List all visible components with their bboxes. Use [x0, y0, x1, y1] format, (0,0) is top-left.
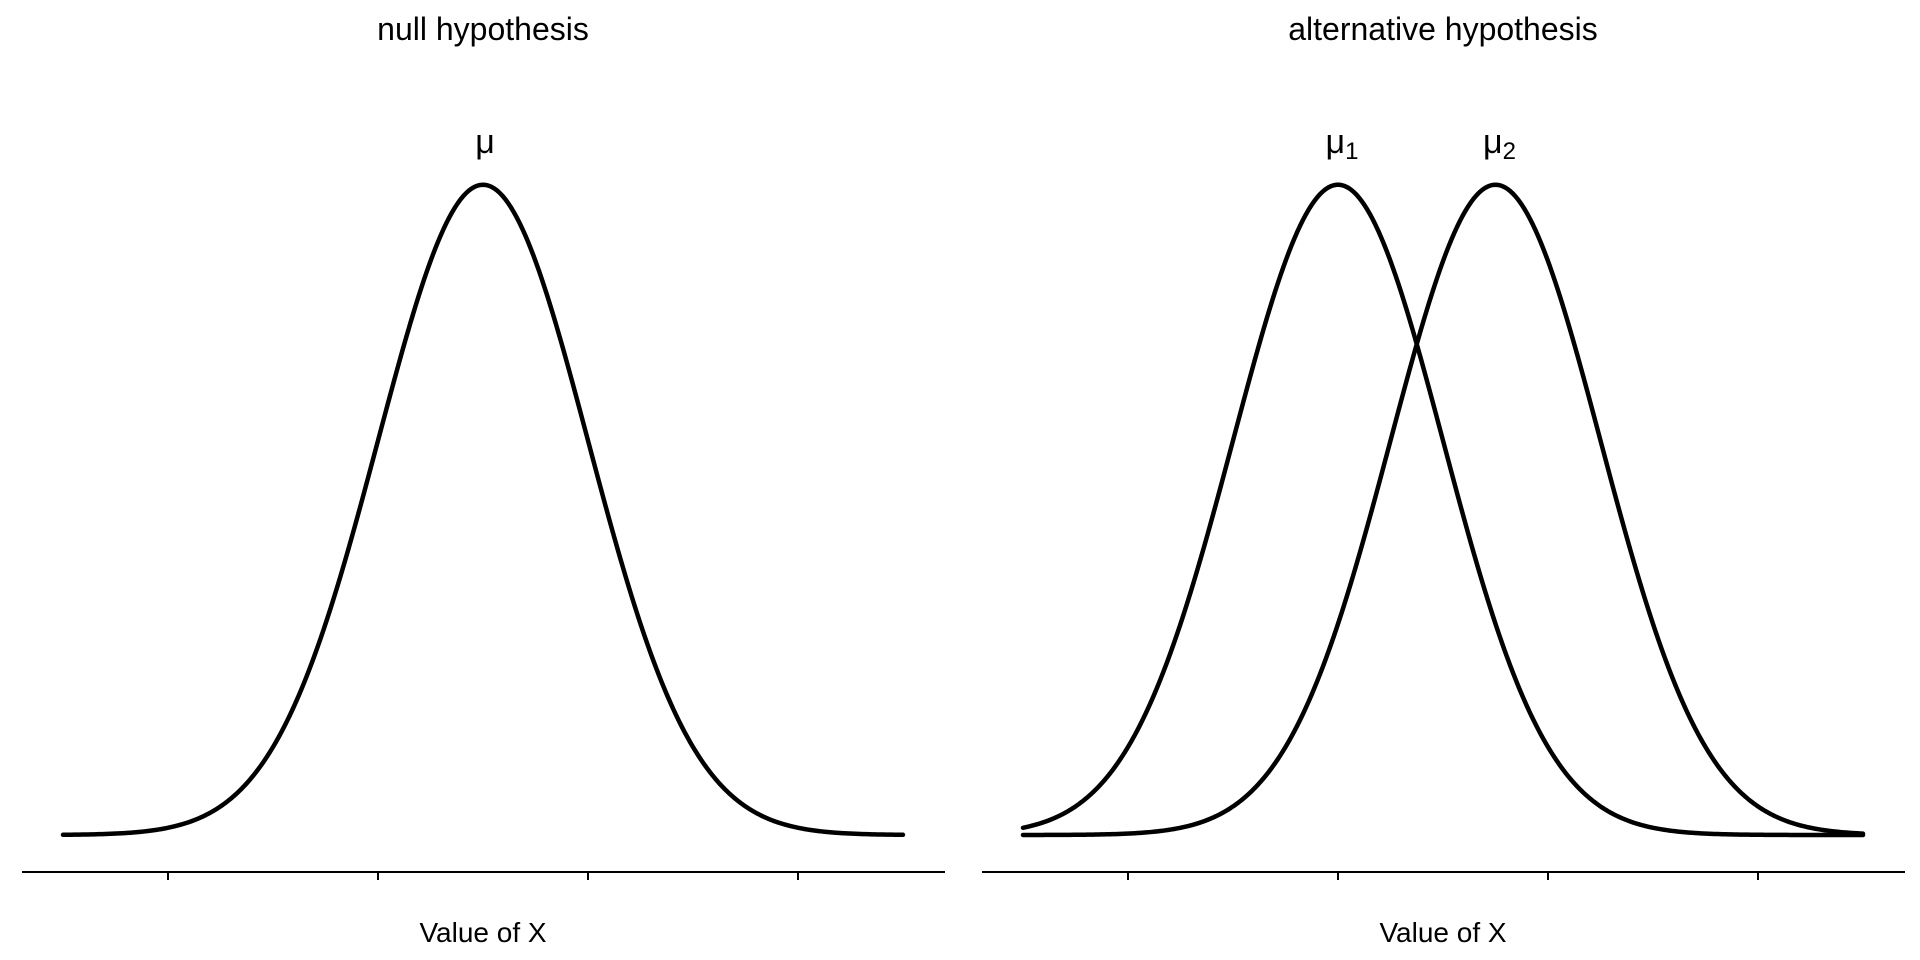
- density-curve-1: [60, 182, 906, 838]
- mean-subscript: 1: [1345, 138, 1358, 165]
- x-axis-label: Value of X: [419, 917, 546, 948]
- x-axis-label: Value of X: [1379, 917, 1506, 948]
- mean-symbol: μ: [475, 123, 495, 161]
- panel-title: alternative hypothesis: [1288, 11, 1598, 47]
- mean-label: μ: [475, 123, 495, 161]
- null-hypothesis-panel: null hypothesis Value of X μ: [22, 11, 945, 948]
- density-curve-2: [1020, 182, 1866, 838]
- alternative-hypothesis-panel: alternative hypothesis Value of X μ1 μ2: [982, 11, 1905, 948]
- mean-label: μ1: [1326, 123, 1359, 165]
- panel-title: null hypothesis: [377, 11, 589, 47]
- mean-label: μ2: [1483, 123, 1516, 165]
- mean-symbol: μ: [1326, 123, 1346, 161]
- mean-subscript: 2: [1503, 138, 1516, 165]
- mean-symbol: μ: [1483, 123, 1503, 161]
- density-curve-1: [1020, 182, 1866, 838]
